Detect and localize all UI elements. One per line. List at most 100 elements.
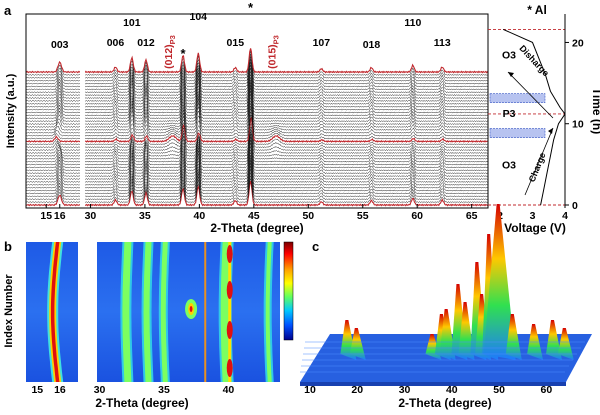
peak-band	[122, 242, 132, 382]
peak-label: 012	[137, 37, 155, 49]
peak-label: 015	[227, 37, 245, 49]
x-axis-title-b: 2-Theta (degree)	[95, 396, 188, 410]
xrd-pattern	[25, 56, 488, 82]
xrd-pattern	[25, 152, 488, 178]
waterfall-peak	[557, 328, 574, 360]
waterfall-peak	[546, 320, 562, 360]
xrd-pattern	[25, 119, 488, 146]
x-tick-label: 55	[357, 210, 369, 222]
waterfall-peak	[458, 302, 475, 360]
xrd-pattern	[25, 58, 488, 85]
xrd-pattern	[25, 51, 488, 76]
xrd-pattern	[25, 146, 488, 172]
marked-xrd-pattern	[25, 48, 489, 74]
intensity-heatmap	[26, 242, 280, 382]
peak-band	[50, 242, 60, 382]
waterfall-peak	[505, 314, 522, 360]
time-tick-label: 0	[572, 200, 578, 212]
xrd-pattern	[25, 169, 488, 195]
xrd-pattern	[25, 97, 488, 123]
phase-label: O3	[502, 50, 516, 62]
axis-break	[80, 14, 85, 208]
xrd-pattern	[25, 149, 488, 175]
xrd-pattern	[25, 99, 488, 125]
process-arrow-label: Disharge	[517, 43, 551, 78]
peak-label: (012)P3	[163, 35, 177, 69]
legend-note: * Al	[527, 3, 547, 17]
phase-label: O3	[502, 159, 516, 171]
intensity-hotspot	[226, 281, 233, 299]
xrd-trace-stack	[25, 48, 489, 207]
p3-phase-spot	[189, 306, 193, 312]
panel-b-letter: b	[4, 239, 12, 254]
peak-label: 003	[51, 39, 69, 51]
xrd-pattern	[25, 157, 488, 183]
waterfall-peak	[439, 309, 456, 360]
y-axis-title-a: Intensity (a.u.)	[5, 73, 17, 148]
peak-label-subscript: P3	[168, 35, 177, 44]
two-phase-region	[489, 93, 546, 103]
panel-b-contour-map: b 15 16 30 35 40 2-Theta (degree) Index Numb…	[3, 239, 294, 410]
peak-label: (015)P3	[267, 35, 281, 69]
xrd-pattern	[25, 139, 488, 166]
x-tick-label: 50	[493, 384, 505, 396]
panel-c-letter: c	[312, 239, 319, 254]
xrd-pattern	[25, 160, 488, 186]
x-axis-ticks-c: 10 20 30 40 50 60	[304, 384, 552, 396]
x-tick-label: 16	[54, 384, 66, 396]
waterfall-base-edge	[300, 382, 566, 386]
xrd-pattern	[25, 94, 488, 120]
xrd-pattern	[25, 108, 488, 134]
xrd-pattern	[25, 105, 488, 131]
colorbar	[283, 241, 294, 341]
x-tick-label: 40	[446, 384, 458, 396]
two-phase-region	[489, 128, 546, 138]
xrd-pattern	[25, 128, 488, 154]
peak-label: 104	[190, 11, 208, 23]
time-tick-label: 10	[572, 119, 584, 131]
xrd-pattern	[25, 162, 488, 189]
x-tick-label: 16	[54, 210, 66, 222]
process-arrow-label: Charge	[527, 151, 548, 184]
xrd-pattern	[25, 90, 488, 117]
x-tick-label: 60	[411, 210, 423, 222]
xrd-pattern	[25, 165, 488, 192]
xrd-pattern	[25, 126, 488, 152]
x-tick-label: 30	[399, 384, 411, 396]
peak-label: *	[180, 46, 186, 61]
charge-arrowhead	[548, 128, 553, 134]
panel-a-letter: a	[4, 3, 12, 18]
xrd-pattern	[25, 82, 488, 108]
peak-label: 018	[363, 39, 381, 51]
peak-band	[160, 242, 168, 382]
x-tick-label: 10	[304, 384, 316, 396]
x-axis-ticks-a: 15 16 30 35 40 45 50 55 60 65	[40, 204, 478, 222]
x-tick-label: 35	[158, 384, 170, 396]
xrd-pattern	[25, 123, 488, 149]
xrd-pattern	[25, 172, 488, 198]
xrd-pattern	[25, 84, 488, 111]
xrd-pattern	[25, 154, 488, 180]
y-axis-title-b: Index Number	[3, 274, 15, 348]
xrd-pattern	[25, 87, 488, 114]
xrd-pattern	[25, 77, 488, 102]
xrd-pattern	[25, 79, 488, 105]
peak-label: *	[248, 0, 254, 15]
peak-label: 113	[434, 37, 451, 49]
time-axis-title: Time (h)	[590, 88, 600, 134]
xrd-pattern	[25, 74, 488, 99]
xrd-pattern	[25, 178, 488, 204]
xrd-pattern	[25, 53, 488, 79]
xrd-pattern	[25, 61, 488, 88]
xrd-pattern	[25, 136, 488, 163]
panel-c-3d-waterfall: c 10 20 30 40 50 60 2-Theta (degree)	[300, 204, 592, 410]
x-tick-label: 40	[223, 384, 235, 396]
x-tick-label: 60	[541, 384, 553, 396]
xrd-pattern	[25, 111, 488, 137]
x-tick-label: 65	[466, 210, 478, 222]
peak-band	[265, 242, 272, 382]
plot-frame-a	[25, 13, 489, 209]
xrd-pattern	[25, 103, 488, 128]
